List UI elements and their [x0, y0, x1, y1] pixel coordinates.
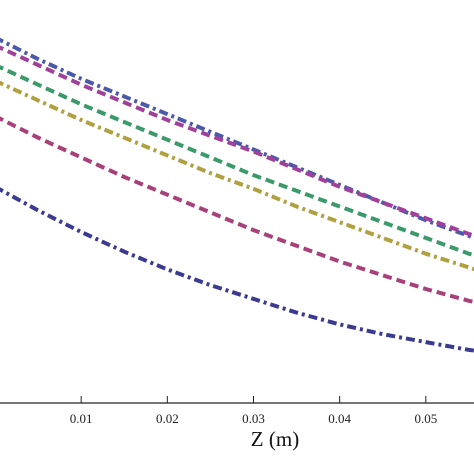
series-line-2 — [0, 45, 474, 238]
x-ticks: 0.01 0.02 0.03 0.04 0.05 — [70, 396, 437, 426]
series-line-3 — [0, 65, 474, 258]
x-tick-label-3: 0.03 — [242, 411, 265, 426]
x-axis-title: Z (m) — [251, 427, 299, 451]
x-tick-label-4: 0.04 — [328, 411, 351, 426]
x-tick-label-2: 0.02 — [156, 411, 179, 426]
series-line-6 — [0, 187, 474, 353]
plot-area — [0, 37, 474, 353]
series-line-5 — [0, 116, 474, 305]
x-tick-label-1: 0.01 — [70, 411, 93, 426]
series-line-1 — [0, 37, 474, 240]
series-line-4 — [0, 80, 474, 272]
x-tick-label-5: 0.05 — [414, 411, 437, 426]
